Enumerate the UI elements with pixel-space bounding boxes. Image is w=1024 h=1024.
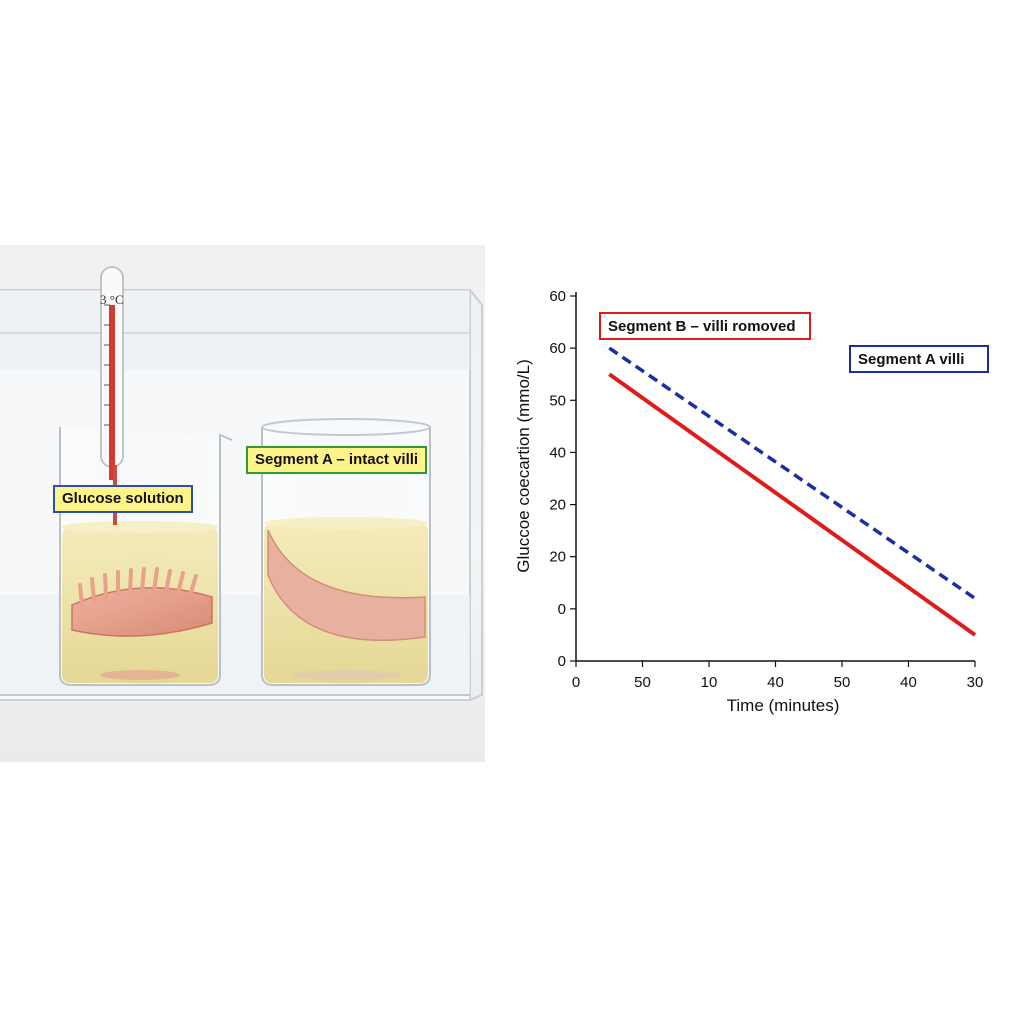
y-tick-label: 40 [549,444,566,461]
segment-a-intact-label: Segment A – intact villi [246,446,428,474]
thermometer: 3 °C [100,266,124,525]
y-tick-label: 60 [549,340,566,357]
legend-segment-a: Segment A villi [849,345,989,373]
x-tick-label: 50 [634,674,651,691]
x-axis-ticks: 0 50 10 40 50 40 30 [572,661,984,691]
photo-panel: 3 °C [0,245,485,762]
glucose-solution-label: Glucose solution [53,485,193,513]
beaker-right [261,418,431,686]
series-line-segment-a [608,346,976,600]
x-axis-title: Time (minutes) [727,696,840,715]
y-axis-title: Gluccoe coecartion (mmo/L) [514,359,533,573]
x-tick-label: 0 [572,674,580,691]
x-tick-label: 40 [900,674,917,691]
y-tick-label: 0 [558,653,566,670]
x-tick-label: 30 [967,674,984,691]
x-tick-label: 40 [767,674,784,691]
legend-segment-b: Segment B – villi romoved [599,312,811,340]
x-tick-label: 10 [701,674,718,691]
x-tick-label: 50 [834,674,851,691]
legend-segment-b-label: Segment B – villi romoved [608,318,796,335]
y-tick-label: 60 [549,288,566,305]
series-layer [608,346,977,637]
legend-segment-a-label: Segment A villi [858,351,964,368]
y-tick-label: 20 [549,549,566,566]
y-tick-label: 0 [558,601,566,618]
beaker-left [59,427,233,686]
series-line-segment-b [608,372,977,637]
y-tick-label: 20 [549,497,566,514]
y-tick-label: 50 [549,392,566,409]
thermometer-scale: 3 °C [100,292,124,307]
y-axis-ticks: 0 0 20 20 40 50 60 60 [549,288,576,670]
